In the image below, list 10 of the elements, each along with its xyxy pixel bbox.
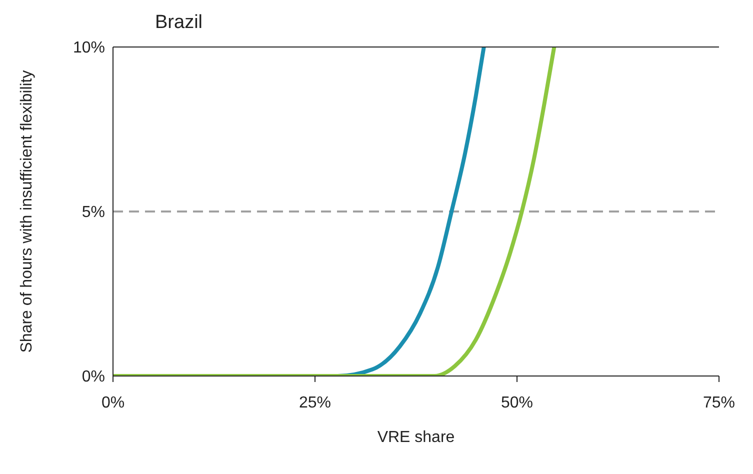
x-axis-title: VRE share bbox=[377, 429, 455, 446]
x-tick-label: 75% bbox=[702, 394, 736, 412]
x-tick-label: 50% bbox=[500, 394, 534, 412]
chart-title: Brazil bbox=[155, 12, 203, 34]
y-tick-label: 0% bbox=[82, 368, 105, 386]
y-tick-label: 10% bbox=[72, 40, 105, 57]
y-tick-label: 5% bbox=[82, 204, 105, 222]
x-tick-label: 0% bbox=[101, 394, 125, 412]
x-tick-label: 25% bbox=[298, 394, 332, 412]
y-axis-title: Share of hours with insufficient flexibility bbox=[18, 70, 36, 353]
